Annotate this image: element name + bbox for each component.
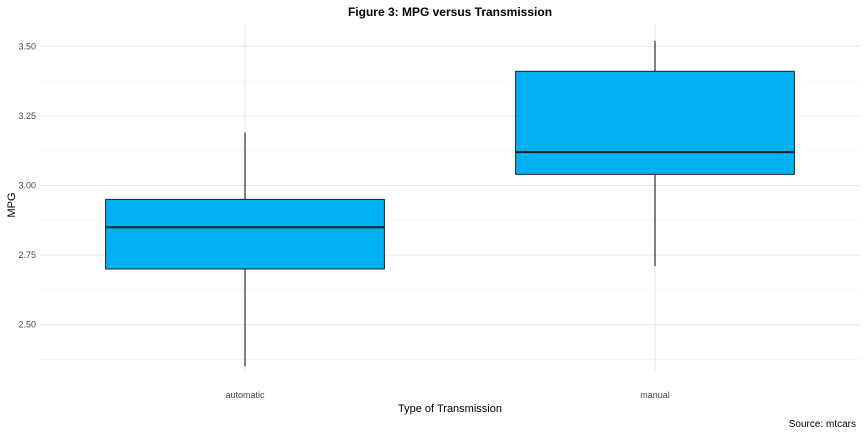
boxes <box>105 40 795 367</box>
y-tick-label: 3.50 <box>18 41 36 51</box>
chart-title: Figure 3: MPG versus Transmission <box>348 5 552 19</box>
x-axis-title: Type of Transmission <box>398 403 502 415</box>
source-caption: Source: mtcars <box>789 419 856 430</box>
x-axis-ticks: automatic manual <box>225 390 669 400</box>
box-automatic <box>105 132 385 367</box>
box-manual <box>515 40 795 267</box>
y-axis-ticks: 2.50 2.75 3.00 3.25 3.50 <box>18 41 36 329</box>
iqr-box <box>515 70 795 175</box>
y-tick-label: 2.75 <box>18 250 36 260</box>
iqr-box <box>105 198 385 270</box>
y-tick-label: 3.00 <box>18 180 36 190</box>
y-axis-title: MPG <box>6 192 18 217</box>
y-tick-label: 2.50 <box>18 320 36 330</box>
x-tick-label: automatic <box>225 390 265 400</box>
y-tick-label: 3.25 <box>18 111 36 121</box>
x-tick-label: manual <box>640 390 670 400</box>
